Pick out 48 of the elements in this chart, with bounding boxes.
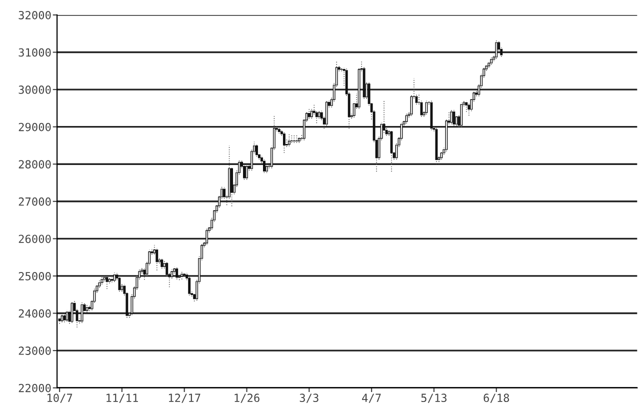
x-tick-label: 6/18 bbox=[484, 394, 510, 403]
candlestick bbox=[495, 38, 498, 60]
y-tick-label: 23000 bbox=[18, 346, 51, 355]
candlestick bbox=[490, 57, 493, 66]
y-tick-label: 26000 bbox=[18, 234, 51, 244]
y-tick-label: 28000 bbox=[18, 160, 51, 169]
candlestick bbox=[450, 110, 453, 125]
y-tick-label: 24000 bbox=[18, 309, 51, 318]
candlestick bbox=[288, 134, 290, 147]
x-tick-label: 4/7 bbox=[362, 394, 381, 403]
candlestick bbox=[230, 166, 234, 207]
candlestick bbox=[206, 228, 208, 246]
candlestick bbox=[156, 248, 158, 271]
candlestick bbox=[340, 66, 343, 72]
candlestick bbox=[282, 132, 286, 154]
candlestick bbox=[256, 144, 258, 158]
y-tick-label: 25000 bbox=[18, 272, 51, 280]
candlestick bbox=[118, 276, 121, 292]
candlestick bbox=[263, 158, 266, 174]
candlestick bbox=[108, 276, 111, 284]
y-tick-label: 32000 bbox=[18, 10, 51, 20]
candlestick bbox=[243, 164, 246, 180]
y-tick-label: 27000 bbox=[18, 197, 51, 206]
candlestick bbox=[465, 100, 468, 112]
candlestick bbox=[455, 114, 458, 126]
candlestick bbox=[246, 164, 248, 180]
x-tick-label: 1/26 bbox=[234, 394, 260, 403]
candlestick bbox=[308, 108, 310, 120]
x-tick-label: 12/17 bbox=[168, 394, 200, 403]
candlestick bbox=[325, 100, 328, 126]
candlestick bbox=[180, 271, 184, 280]
y-tick-label: 30000 bbox=[18, 86, 51, 94]
candlestick bbox=[113, 272, 116, 282]
candlestick bbox=[452, 110, 456, 126]
y-tick-label: 29000 bbox=[18, 122, 51, 132]
y-tick-label: 22000 bbox=[18, 384, 51, 392]
candlestick bbox=[310, 108, 313, 120]
candlestick bbox=[160, 258, 164, 269]
x-tick-label: 11/11 bbox=[106, 394, 138, 403]
candlestick bbox=[488, 60, 490, 68]
x-tick-label: 5/13 bbox=[421, 394, 447, 403]
x-tick-label: 3/3 bbox=[300, 394, 318, 403]
x-tick-label: 10/7 bbox=[48, 394, 72, 403]
candlestick bbox=[188, 276, 191, 296]
y-tick-label: 31000 bbox=[18, 48, 51, 57]
candlestick bbox=[176, 266, 178, 280]
candlestick bbox=[460, 102, 463, 128]
candlestick bbox=[390, 129, 393, 172]
